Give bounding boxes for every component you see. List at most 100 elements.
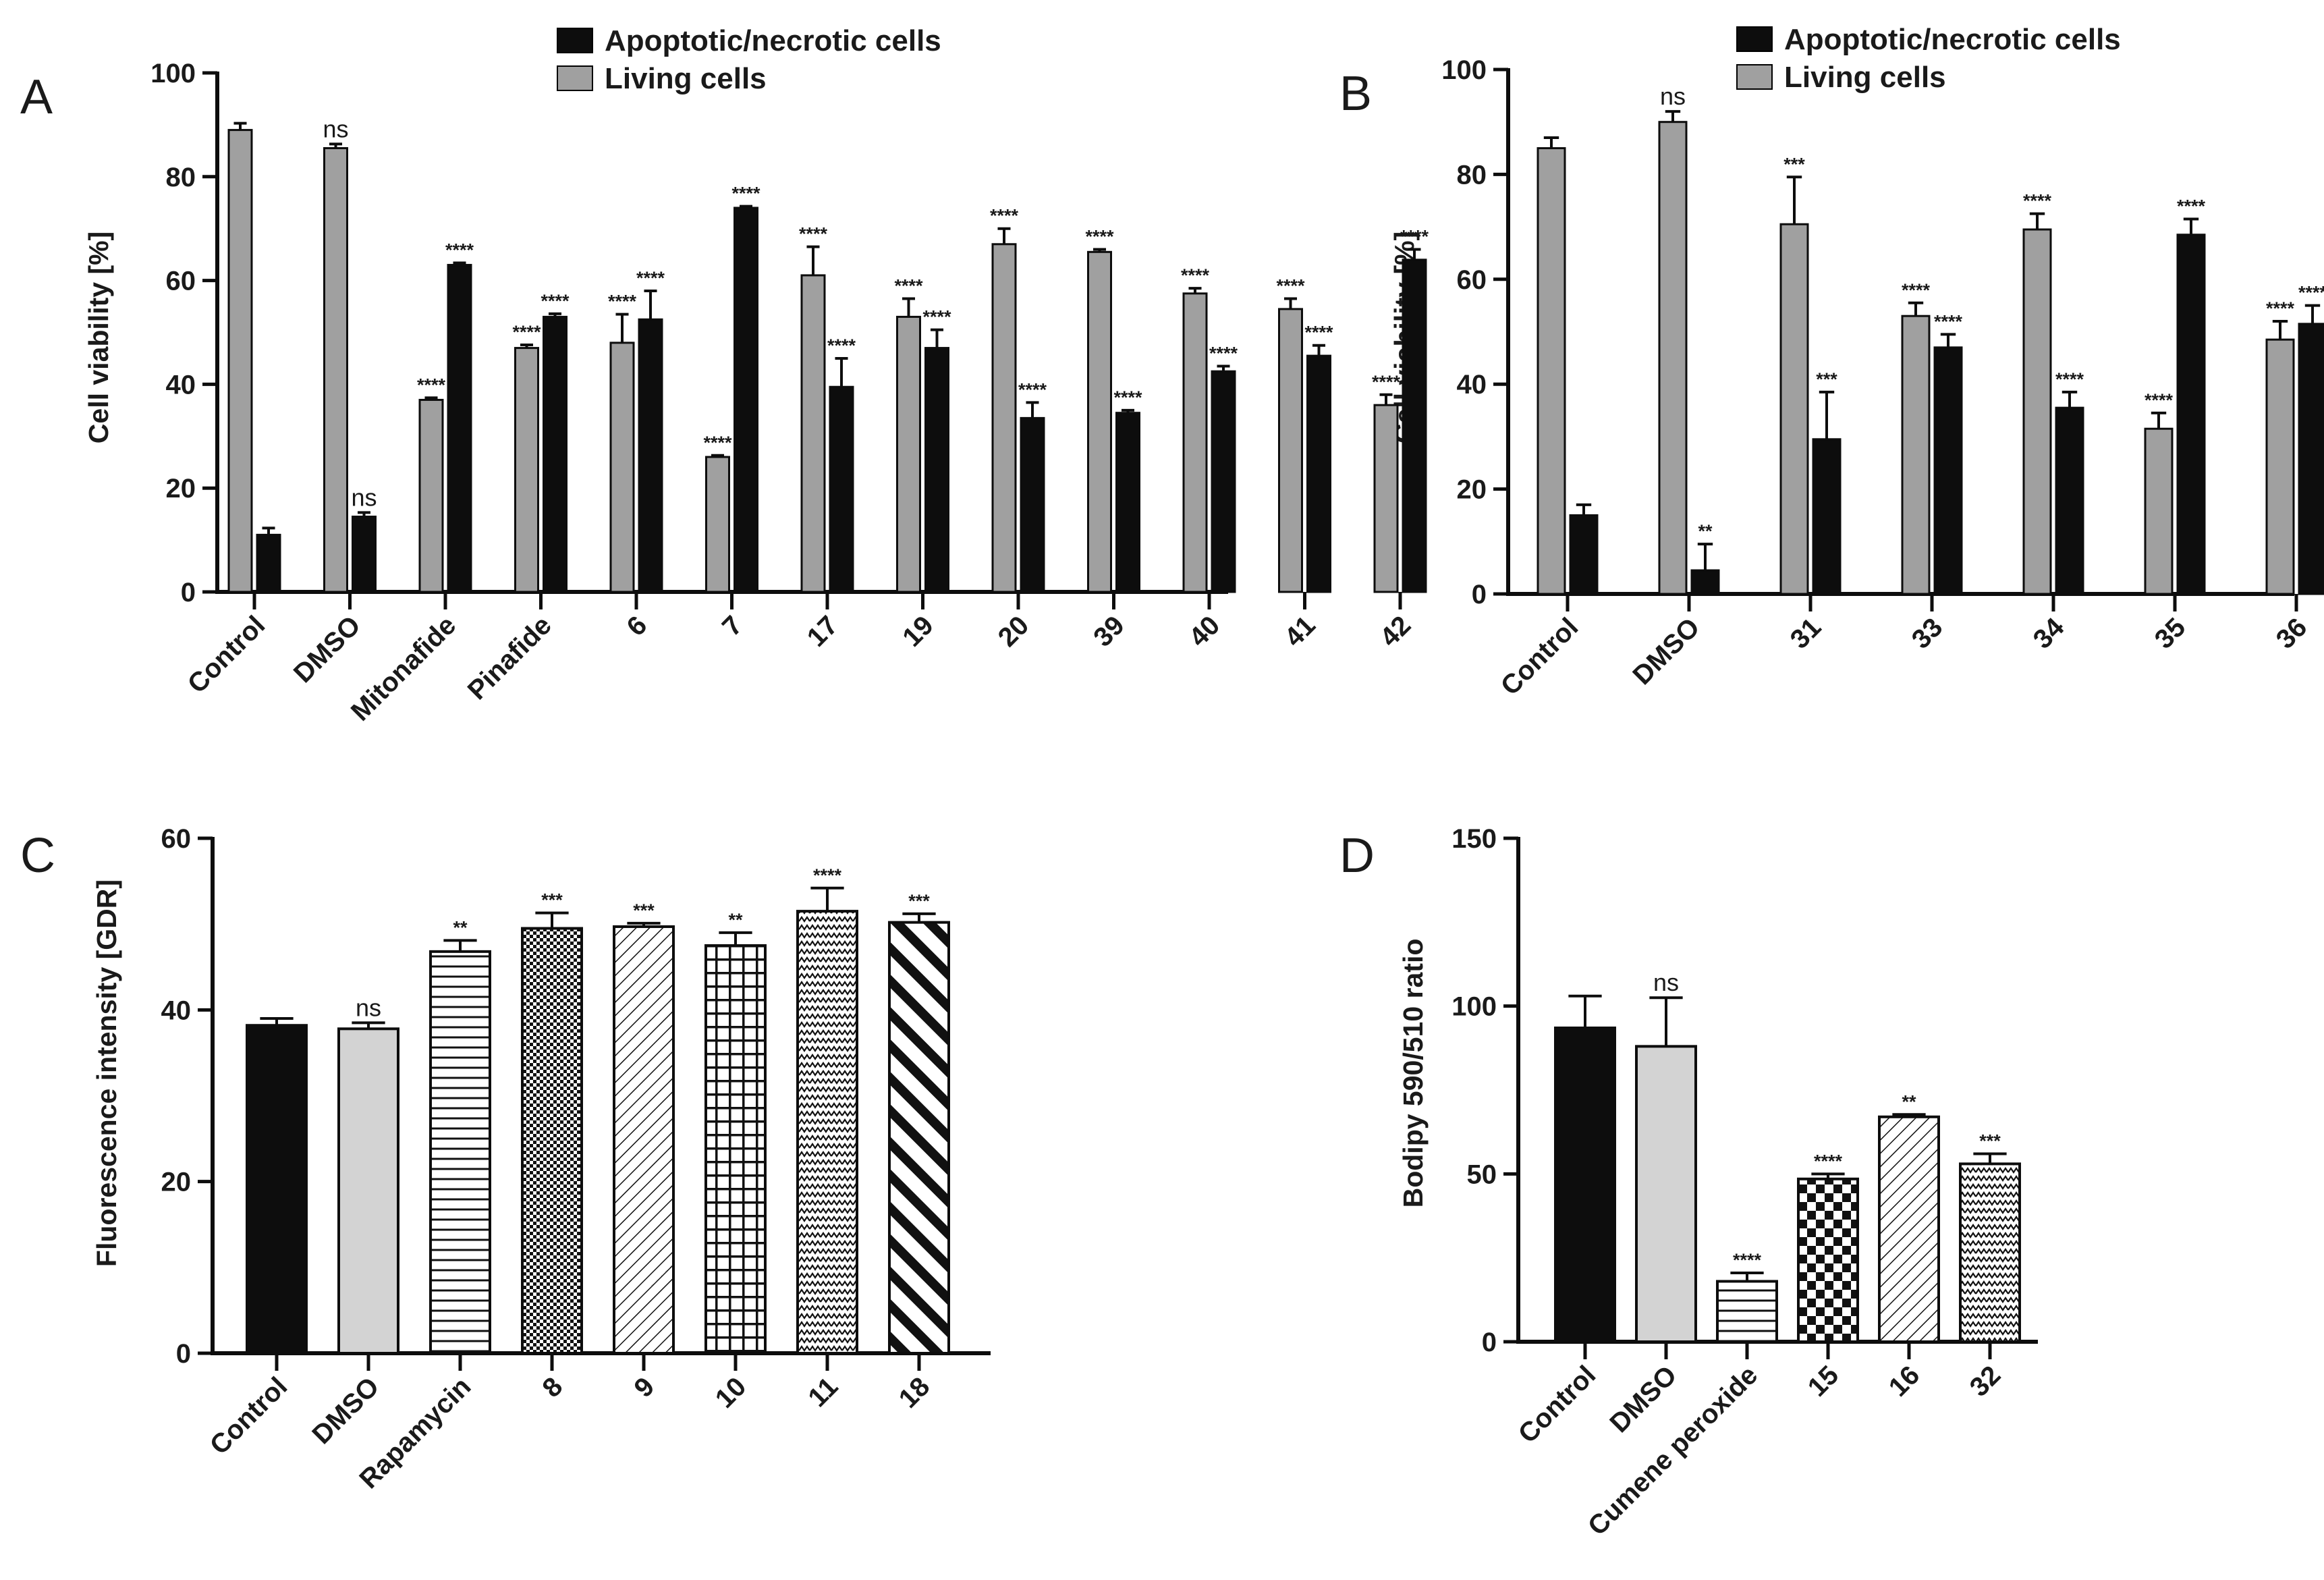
significance-label: ****	[827, 335, 856, 356]
legend-swatch-living-b	[1736, 64, 1773, 90]
significance-label: ****	[1733, 1250, 1762, 1270]
significance-label: ****	[1814, 1151, 1843, 1171]
x-category-label: 41	[1279, 610, 1321, 653]
y-tick-label: 60	[161, 824, 192, 854]
x-category-label: Control	[204, 1371, 294, 1461]
y-tick-label: 0	[181, 578, 196, 607]
significance-label: ****	[922, 307, 951, 327]
significance-label: ****	[2298, 283, 2324, 303]
bar-living	[1779, 223, 1809, 595]
bar-apoptotic	[2176, 234, 2206, 595]
x-category-label: DMSO	[306, 1371, 385, 1450]
significance-label: ****	[1902, 280, 1931, 300]
x-category-label: 17	[802, 610, 844, 653]
bar-living	[418, 398, 444, 593]
significance-label: ns	[356, 993, 381, 1021]
bar-apoptotic	[1569, 514, 1599, 595]
significance-label: ****	[799, 224, 828, 244]
significance-label: ns	[1653, 969, 1679, 996]
bar-apoptotic	[1402, 258, 1427, 593]
x-category-label: 10	[710, 1371, 752, 1414]
significance-label: ****	[2055, 369, 2084, 389]
significance-label: ****	[813, 865, 842, 886]
significance-label: ****	[541, 291, 570, 311]
significance-label: ****	[2266, 298, 2295, 319]
x-category-label: 36	[2271, 612, 2313, 655]
bar-living	[991, 243, 1017, 593]
x-category-label: DMSO	[1604, 1360, 1682, 1438]
y-tick-label: 80	[1457, 160, 1487, 190]
significance-label: **	[728, 910, 743, 930]
bar	[521, 927, 583, 1355]
bar	[1878, 1115, 1940, 1343]
bar-living	[1373, 404, 1399, 593]
bar	[246, 1024, 308, 1355]
bar-apoptotic	[1306, 354, 1331, 593]
significance-label: ns	[351, 483, 377, 511]
y-tick-label: 20	[1457, 475, 1487, 505]
significance-label: ****	[1934, 311, 1963, 331]
legend-a: Apoptotic/necrotic cells Living cells	[557, 24, 941, 95]
x-category-label: DMSO	[1627, 612, 1705, 690]
significance-label: ****	[1276, 276, 1305, 296]
significance-label: ****	[1372, 372, 1401, 392]
y-tick-label: 0	[176, 1339, 191, 1369]
legend-b: Apoptotic/necrotic cells Living cells	[1736, 23, 2121, 94]
bar-apoptotic	[543, 315, 568, 593]
x-category-label: 20	[993, 610, 1035, 653]
significance-label: ****	[1304, 323, 1333, 343]
bar-apoptotic	[256, 533, 281, 593]
y-axis-title-a: Cell viability [%]	[83, 231, 114, 443]
legend-label-dead-a: Apoptotic/necrotic cells	[605, 24, 941, 57]
x-category-label: 11	[802, 1371, 843, 1413]
x-category-label: 15	[1802, 1360, 1845, 1402]
bar	[337, 1027, 399, 1355]
significance-label: ****	[990, 206, 1019, 226]
bar-living	[2022, 228, 2052, 595]
y-tick-label: 100	[1441, 55, 1487, 85]
x-category-label: 39	[1088, 610, 1130, 653]
significance-label: ****	[1209, 343, 1238, 363]
significance-label: ****	[1113, 387, 1142, 408]
legend-swatch-dead-a	[557, 28, 593, 53]
y-tick-label: 100	[150, 59, 196, 88]
significance-label: ****	[636, 268, 665, 288]
x-category-label: 33	[1906, 612, 1949, 655]
x-category-label: 42	[1375, 610, 1417, 653]
y-axis-title-d: Bodipy 590/510 ratio	[1398, 939, 1429, 1208]
panel-label-a: A	[20, 70, 53, 124]
bar-living	[800, 274, 826, 593]
x-category-label: 34	[2028, 612, 2070, 655]
x-category-label: 32	[1964, 1360, 2007, 1402]
bar-living	[1087, 250, 1112, 593]
bar-living	[2144, 427, 2174, 595]
bar-apoptotic	[1812, 438, 1842, 595]
bar-living	[227, 129, 253, 593]
x-category-label: Pinafide	[462, 610, 557, 705]
bar-apoptotic	[1115, 412, 1140, 593]
y-axis-title-c: Fluorescence intensity [GDR]	[91, 879, 122, 1267]
significance-label: ns	[1660, 82, 1686, 110]
y-tick-label: 80	[166, 163, 196, 192]
y-tick-label: 150	[1451, 824, 1497, 854]
significance-label: ****	[1018, 379, 1047, 400]
significance-label: ****	[1085, 226, 1114, 246]
y-tick-label: 0	[1472, 580, 1487, 609]
bar	[1797, 1177, 1859, 1343]
x-category-label: 9	[629, 1371, 661, 1403]
bar	[1716, 1280, 1778, 1343]
bar-apoptotic	[352, 515, 377, 593]
significance-label: **	[453, 917, 468, 937]
bar	[796, 910, 858, 1355]
bar-apoptotic	[1020, 416, 1045, 593]
y-tick-label: 50	[1467, 1160, 1497, 1189]
significance-label: ****	[1400, 226, 1429, 246]
bar-living	[609, 342, 635, 593]
significance-label: ***	[1783, 154, 1805, 174]
bar-living	[1278, 308, 1303, 593]
panel-label-d: D	[1339, 829, 1375, 883]
